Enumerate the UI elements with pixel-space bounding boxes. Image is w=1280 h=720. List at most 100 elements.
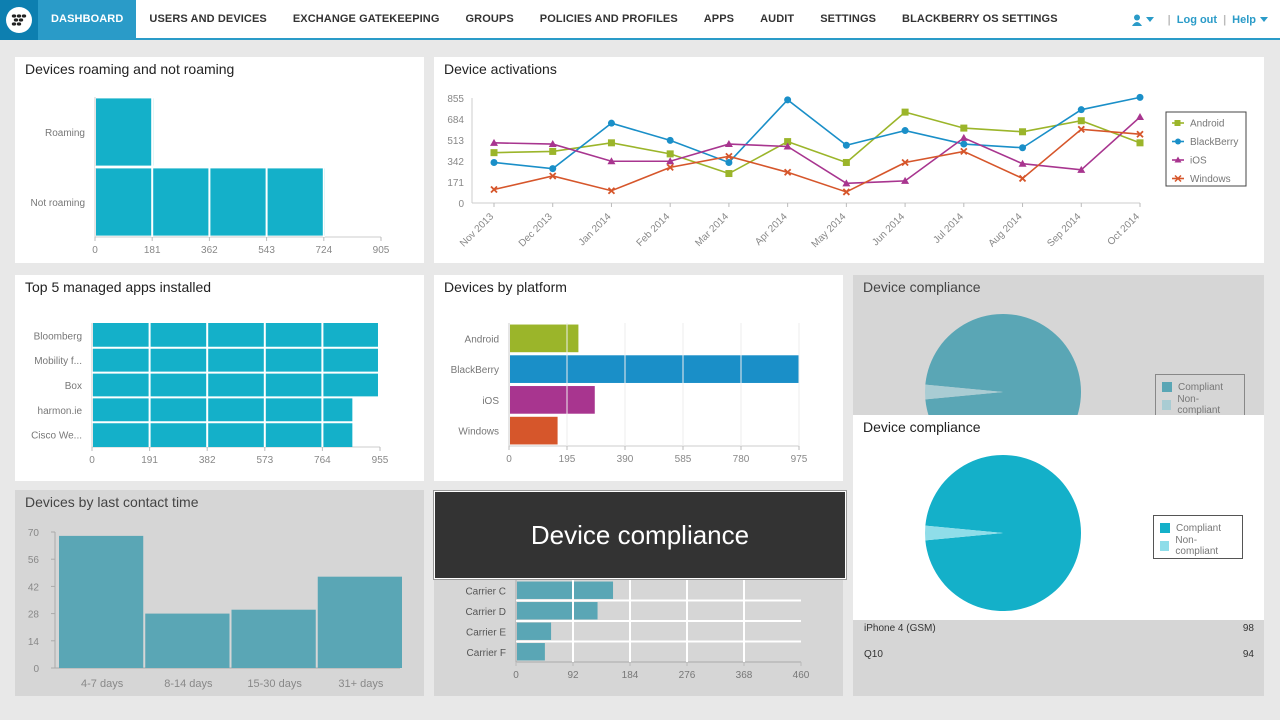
category-label: Android [465,334,499,345]
x-tick-label: 92 [567,670,579,681]
data-point [960,140,968,148]
x-tick-label: 390 [617,454,634,465]
y-tick-label: 513 [447,136,464,147]
data-point [724,140,733,148]
bar [510,324,579,353]
activations-chart: 0 171 342 513 684 855 Nov 2013 Dec 2013 Jan 2014… [447,93,1247,250]
x-tick-label: 573 [256,455,273,466]
data-point [666,157,675,165]
panel-title: Devices by platform [444,279,567,295]
data-point [959,133,968,141]
data-point [783,142,792,150]
x-tick-label: 543 [258,245,275,256]
last-contact-panel: Devices by last contact time 0 14 28 42 56 70… [15,490,424,696]
x-tick-label: Dec 2013 [517,211,555,249]
nav-groups[interactable]: GROUPS [465,13,514,25]
divider: | [1167,14,1171,26]
x-tick-label: 0 [92,245,98,256]
data-point [784,96,792,104]
data-point [960,147,968,156]
legend-marker [1175,138,1181,145]
x-tick-label: 382 [199,455,216,466]
data-point [784,138,792,146]
bar [93,422,353,447]
data-point [490,149,498,157]
x-tick-label: Feb 2014 [635,211,673,249]
x-tick-label: 764 [314,455,331,466]
data-point [548,140,557,148]
category-label: 4-7 days [81,678,124,690]
logout-link[interactable]: Log out [1176,14,1218,26]
data-point [1136,130,1144,138]
data-point [725,170,733,178]
nav-policies-and-profiles[interactable]: POLICIES AND PROFILES [539,13,678,25]
nav-settings[interactable]: SETTINGS [820,13,877,25]
bar [231,609,316,668]
panel-title: Device activations [444,61,557,77]
x-tick-label: 585 [675,454,692,465]
roaming-panel: Devices roaming and not roaming 0 181 362 5… [15,57,424,263]
legend-item: Non-compliant [1160,535,1236,557]
series-line [493,96,1141,170]
panel-title: Device compliance [863,279,981,295]
nav-apps[interactable]: APPS [703,13,735,25]
platform-chart: 0 195 390 585 780 975 Android BlackBerry iOS Wind… [451,323,808,465]
pie-slice-non-compliant [925,384,1003,400]
data-point [1077,106,1085,114]
x-tick-label: Nov 2013 [458,211,496,249]
nav-audit[interactable]: AUDIT [760,13,795,25]
category-label: iOS [482,396,499,407]
data-point [1136,113,1144,121]
data-point [607,139,615,147]
x-tick-label: 0 [89,455,95,466]
bar [145,613,230,668]
chevron-down-icon [1145,17,1154,22]
data-point [607,187,616,195]
help-link[interactable]: Help [1232,14,1256,26]
compliance-legend: Compliant Non-compliant [1153,515,1243,559]
bar [93,372,378,398]
blackberry-logo[interactable] [0,0,38,40]
data-point [549,165,557,173]
category-label: Carrier E [466,627,506,638]
y-tick-label: 171 [447,178,464,189]
nav-users-and-devices[interactable]: USERS AND DEVICES [149,13,267,25]
x-tick-label: 780 [733,454,750,465]
data-point [901,127,909,135]
legend-marker [1174,156,1182,163]
data-point [1019,128,1027,136]
category-label: Bloomberg [34,331,82,342]
top-apps-chart: 0 191 382 573 764 955 Bloomberg Mobility f... Bo… [31,323,389,466]
x-tick-label: 975 [791,454,808,465]
y-tick-label: 14 [28,637,40,648]
legend-marker [1174,174,1182,183]
data-point [1136,139,1144,147]
nav-dashboard[interactable]: DASHBOARD [38,0,137,38]
category-label: Windows [458,427,499,438]
bar [93,323,378,348]
x-tick-label: 460 [793,670,810,681]
y-tick-label: 342 [447,157,464,168]
x-tick-label: Jun 2014 [870,211,907,248]
x-tick-label: Oct 2014 [1106,211,1143,248]
chevron-down-icon[interactable] [1260,17,1268,23]
nav-blackberry-os-settings[interactable]: BLACKBERRY OS SETTINGS [902,13,1058,25]
y-tick-label: 684 [447,115,464,126]
bar [59,535,144,668]
category-label: 8-14 days [164,678,213,690]
data-point [1077,125,1085,133]
data-point [1019,144,1027,152]
data-point [901,158,909,167]
bar [317,576,402,668]
legend-label: Windows [1190,174,1231,185]
y-tick-label: 0 [33,664,39,675]
bar [517,622,552,640]
nav-exchange-gatekeeping[interactable]: EXCHANGE GATEKEEPING [292,13,440,25]
data-point [607,119,615,127]
legend-item: Compliant [1160,519,1236,537]
x-tick-label: 0 [513,670,519,681]
pie-slice-compliant [925,455,1081,611]
user-menu-icon[interactable] [1131,14,1154,26]
legend-item: Non-compliant [1162,394,1238,416]
bar [510,386,595,414]
